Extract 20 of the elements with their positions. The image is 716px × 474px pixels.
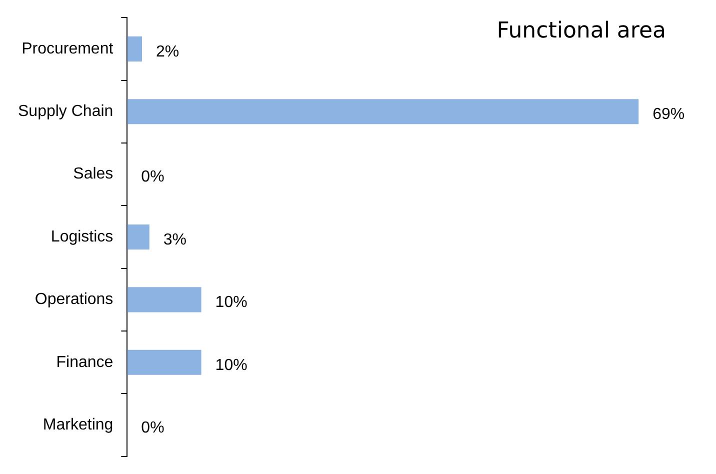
y-tick-label: Finance (56, 354, 114, 371)
data-label: 2% (156, 43, 180, 60)
data-label: 0% (141, 419, 164, 436)
data-label: 0% (141, 168, 164, 186)
data-label: 3% (163, 231, 187, 248)
chart-title: Functional area (496, 18, 666, 44)
y-tick-label: Supply Chain (18, 103, 114, 120)
bar (127, 287, 202, 312)
y-tick-label: Operations (34, 291, 114, 308)
bar (127, 36, 142, 62)
data-label: 10% (215, 294, 248, 312)
y-tick-label: Sales (73, 166, 114, 183)
data-label: 10% (215, 356, 248, 374)
bar (127, 350, 202, 375)
y-tick-label: Procurement (22, 40, 114, 58)
y-tick-label: Logistics (50, 228, 114, 246)
bar (127, 99, 639, 124)
data-label: 69% (652, 106, 685, 124)
bar (127, 224, 150, 250)
y-tick-label: Marketing (42, 416, 114, 434)
